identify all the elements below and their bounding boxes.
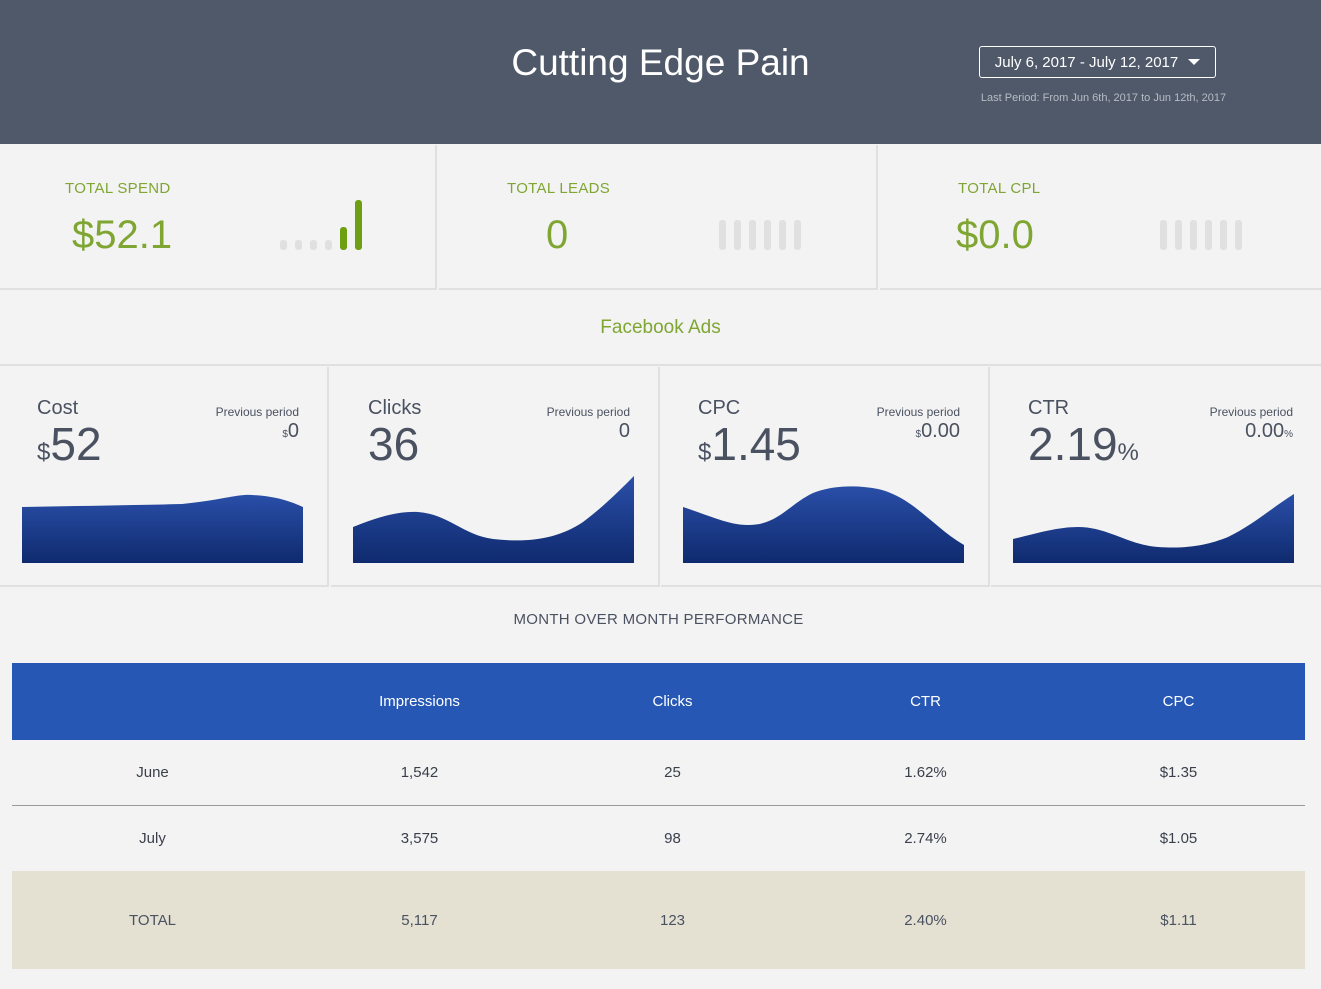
metric-card-cpc: CPC $1.45 Previous period $0.00 xyxy=(661,367,990,587)
kpi-bar xyxy=(1220,220,1227,250)
metric-card-ctr: CTR 2.19% Previous period 0.00% xyxy=(991,367,1321,587)
sparkline-chart xyxy=(683,486,964,563)
table-cell: 2.74% xyxy=(904,830,947,847)
kpi-bar xyxy=(734,220,741,250)
sparkline-area xyxy=(683,486,964,563)
kpi-total-leads: TOTAL LEADS 0 xyxy=(439,145,878,290)
kpi-bar xyxy=(325,240,332,250)
sparkline-chart xyxy=(1013,494,1294,563)
table-cell: $1.11 xyxy=(1160,911,1197,929)
metric-value: 2.19% xyxy=(1028,418,1139,470)
kpi-bar xyxy=(1190,220,1197,250)
table-cell: $1.35 xyxy=(1159,764,1198,781)
performance-table: Impressions Clicks CTR CPC June 1,542 25… xyxy=(12,663,1305,969)
kpi-bar xyxy=(1175,220,1182,250)
previous-period-value: $0.00 xyxy=(915,420,961,442)
table-cell: June xyxy=(136,764,169,781)
table-cell: 1,542 xyxy=(400,764,439,781)
column-header: CPC xyxy=(1162,693,1195,710)
table-cell: 3,575 xyxy=(400,830,439,847)
metric-card-cost: Cost $52 Previous period $0 xyxy=(0,367,329,587)
sparkline-area xyxy=(22,494,303,563)
table-cell: 25 xyxy=(664,764,681,781)
table-cell: TOTAL xyxy=(129,911,176,929)
kpi-bar xyxy=(310,240,317,250)
kpi-bar xyxy=(1205,220,1212,250)
kpi-bars xyxy=(280,200,362,250)
previous-period-label: Previous period xyxy=(546,405,630,419)
metric-name: CPC xyxy=(698,397,741,419)
section-title: Facebook Ads xyxy=(600,317,721,338)
metric-value: 36 xyxy=(368,418,420,470)
column-header: Clicks xyxy=(652,693,693,710)
table-cell: July xyxy=(139,830,166,847)
last-period-note: Last Period: From Jun 6th, 2017 to Jun 1… xyxy=(980,92,1227,104)
table-row: July 3,575 98 2.74% $1.05 xyxy=(12,806,1305,871)
kpi-bars xyxy=(719,200,801,250)
date-range-label: July 6, 2017 - July 12, 2017 xyxy=(994,53,1179,71)
kpi-bar xyxy=(1160,220,1167,250)
kpi-bar xyxy=(295,240,302,250)
kpi-value: $0.0 xyxy=(956,213,1034,257)
table-total-row: TOTAL 5,117 123 2.40% $1.11 xyxy=(12,871,1305,969)
kpi-bar xyxy=(340,227,347,250)
sparkline-chart xyxy=(22,494,303,563)
kpi-bar xyxy=(749,220,756,250)
table-cell: 123 xyxy=(659,911,686,929)
table-cell: $1.05 xyxy=(1159,830,1198,847)
column-header: CTR xyxy=(910,693,941,710)
kpi-total-spend: TOTAL SPEND $52.1 xyxy=(0,145,437,290)
kpi-label: TOTAL LEADS xyxy=(507,180,611,197)
table-cell: 1.62% xyxy=(904,764,947,781)
previous-period-label: Previous period xyxy=(1209,405,1293,419)
metric-value: $52 xyxy=(37,418,102,470)
previous-period-value: 0.00% xyxy=(1245,420,1293,442)
chevron-down-icon xyxy=(1188,59,1201,65)
kpi-bar xyxy=(794,220,801,250)
kpi-bar xyxy=(719,220,726,250)
previous-period-value: 0 xyxy=(618,420,630,442)
table-cell: 98 xyxy=(664,830,681,847)
metric-name: CTR xyxy=(1028,397,1070,419)
previous-period-label: Previous period xyxy=(876,405,960,419)
table-header-row: Impressions Clicks CTR CPC xyxy=(12,663,1305,740)
column-header: Impressions xyxy=(379,693,460,710)
kpi-row: TOTAL SPEND $52.1 TOTAL LEADS 0 TOTAL CP… xyxy=(0,145,1321,290)
kpi-bar xyxy=(1235,220,1242,250)
kpi-label: TOTAL SPEND xyxy=(65,180,171,197)
sparkline-area xyxy=(1013,494,1294,563)
kpi-bar xyxy=(280,240,287,250)
section-header: Facebook Ads xyxy=(0,290,1321,366)
metric-row: Cost $52 Previous period $0 Clicks 36 Pr… xyxy=(0,367,1321,587)
sparkline-chart xyxy=(353,476,634,563)
sparkline-area xyxy=(353,476,634,563)
previous-period-value: $0 xyxy=(282,420,299,442)
kpi-label: TOTAL CPL xyxy=(958,180,1041,197)
kpi-value: 0 xyxy=(546,213,569,257)
table-row: June 1,542 25 1.62% $1.35 xyxy=(12,740,1305,806)
metric-name: Cost xyxy=(37,397,79,419)
kpi-total-cpl: TOTAL CPL $0.0 xyxy=(880,145,1321,290)
table-cell: 5,117 xyxy=(401,911,438,929)
kpi-bar xyxy=(764,220,771,250)
table-cell: 2.40% xyxy=(904,911,947,929)
previous-period-label: Previous period xyxy=(215,405,299,419)
mom-title: MONTH OVER MONTH PERFORMANCE xyxy=(513,611,804,628)
dashboard-header: Cutting Edge Pain July 6, 2017 - July 12… xyxy=(0,0,1321,144)
kpi-value: $52.1 xyxy=(72,213,173,257)
metric-value: $1.45 xyxy=(698,418,801,470)
metric-card-clicks: Clicks 36 Previous period 0 xyxy=(331,367,660,587)
kpi-bar xyxy=(779,220,786,250)
metric-name: Clicks xyxy=(368,397,422,419)
kpi-bar xyxy=(355,200,362,250)
page-title: Cutting Edge Pain xyxy=(511,42,810,83)
date-range-picker[interactable]: July 6, 2017 - July 12, 2017 xyxy=(979,46,1216,78)
kpi-bars xyxy=(1160,200,1242,250)
